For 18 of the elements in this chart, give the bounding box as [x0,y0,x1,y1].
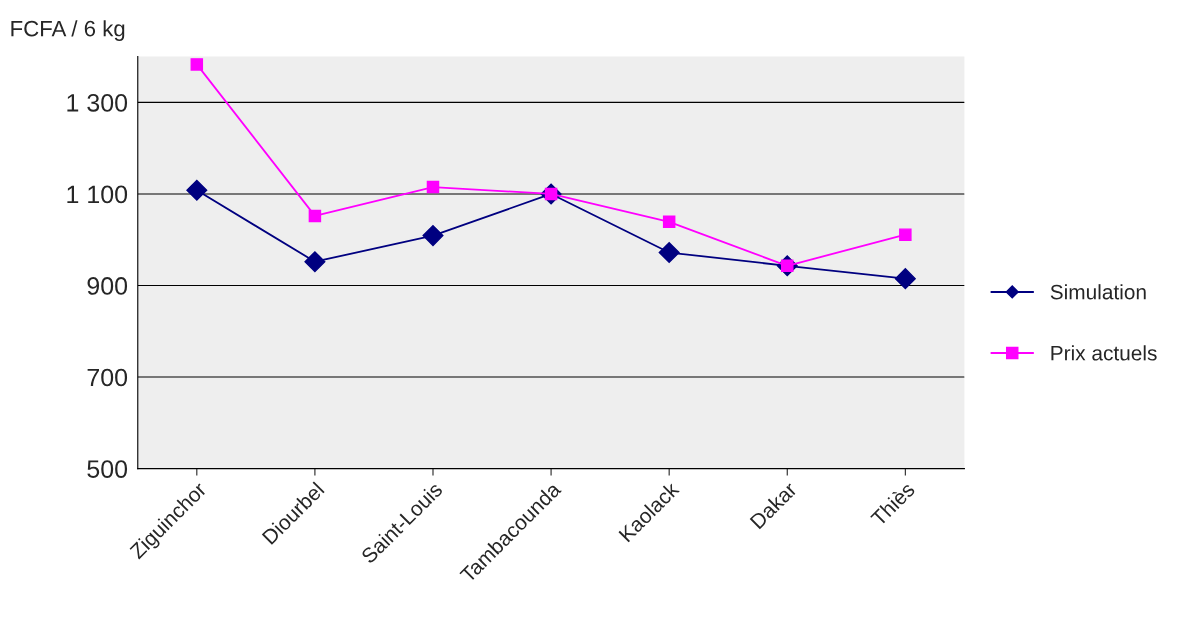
legend-label: Prix actuels [1051,345,1157,361]
y-tick-label: 700 [87,368,128,387]
y-tick-label: 1 100 [67,185,128,204]
y-tick-label: 1 300 [67,93,128,112]
point [304,251,326,273]
point [186,179,208,201]
y-axis-title: FCFA / 6 kg [11,20,125,41]
point [658,242,680,264]
point [894,268,916,290]
point [426,180,440,194]
point [190,58,204,71]
y-tick-label: 500 [87,460,128,478]
legend-label: Simulation [1050,284,1146,300]
point [662,215,676,229]
point [308,209,322,223]
y-tick-label: 900 [87,277,128,295]
point [899,228,912,241]
point [422,225,444,247]
